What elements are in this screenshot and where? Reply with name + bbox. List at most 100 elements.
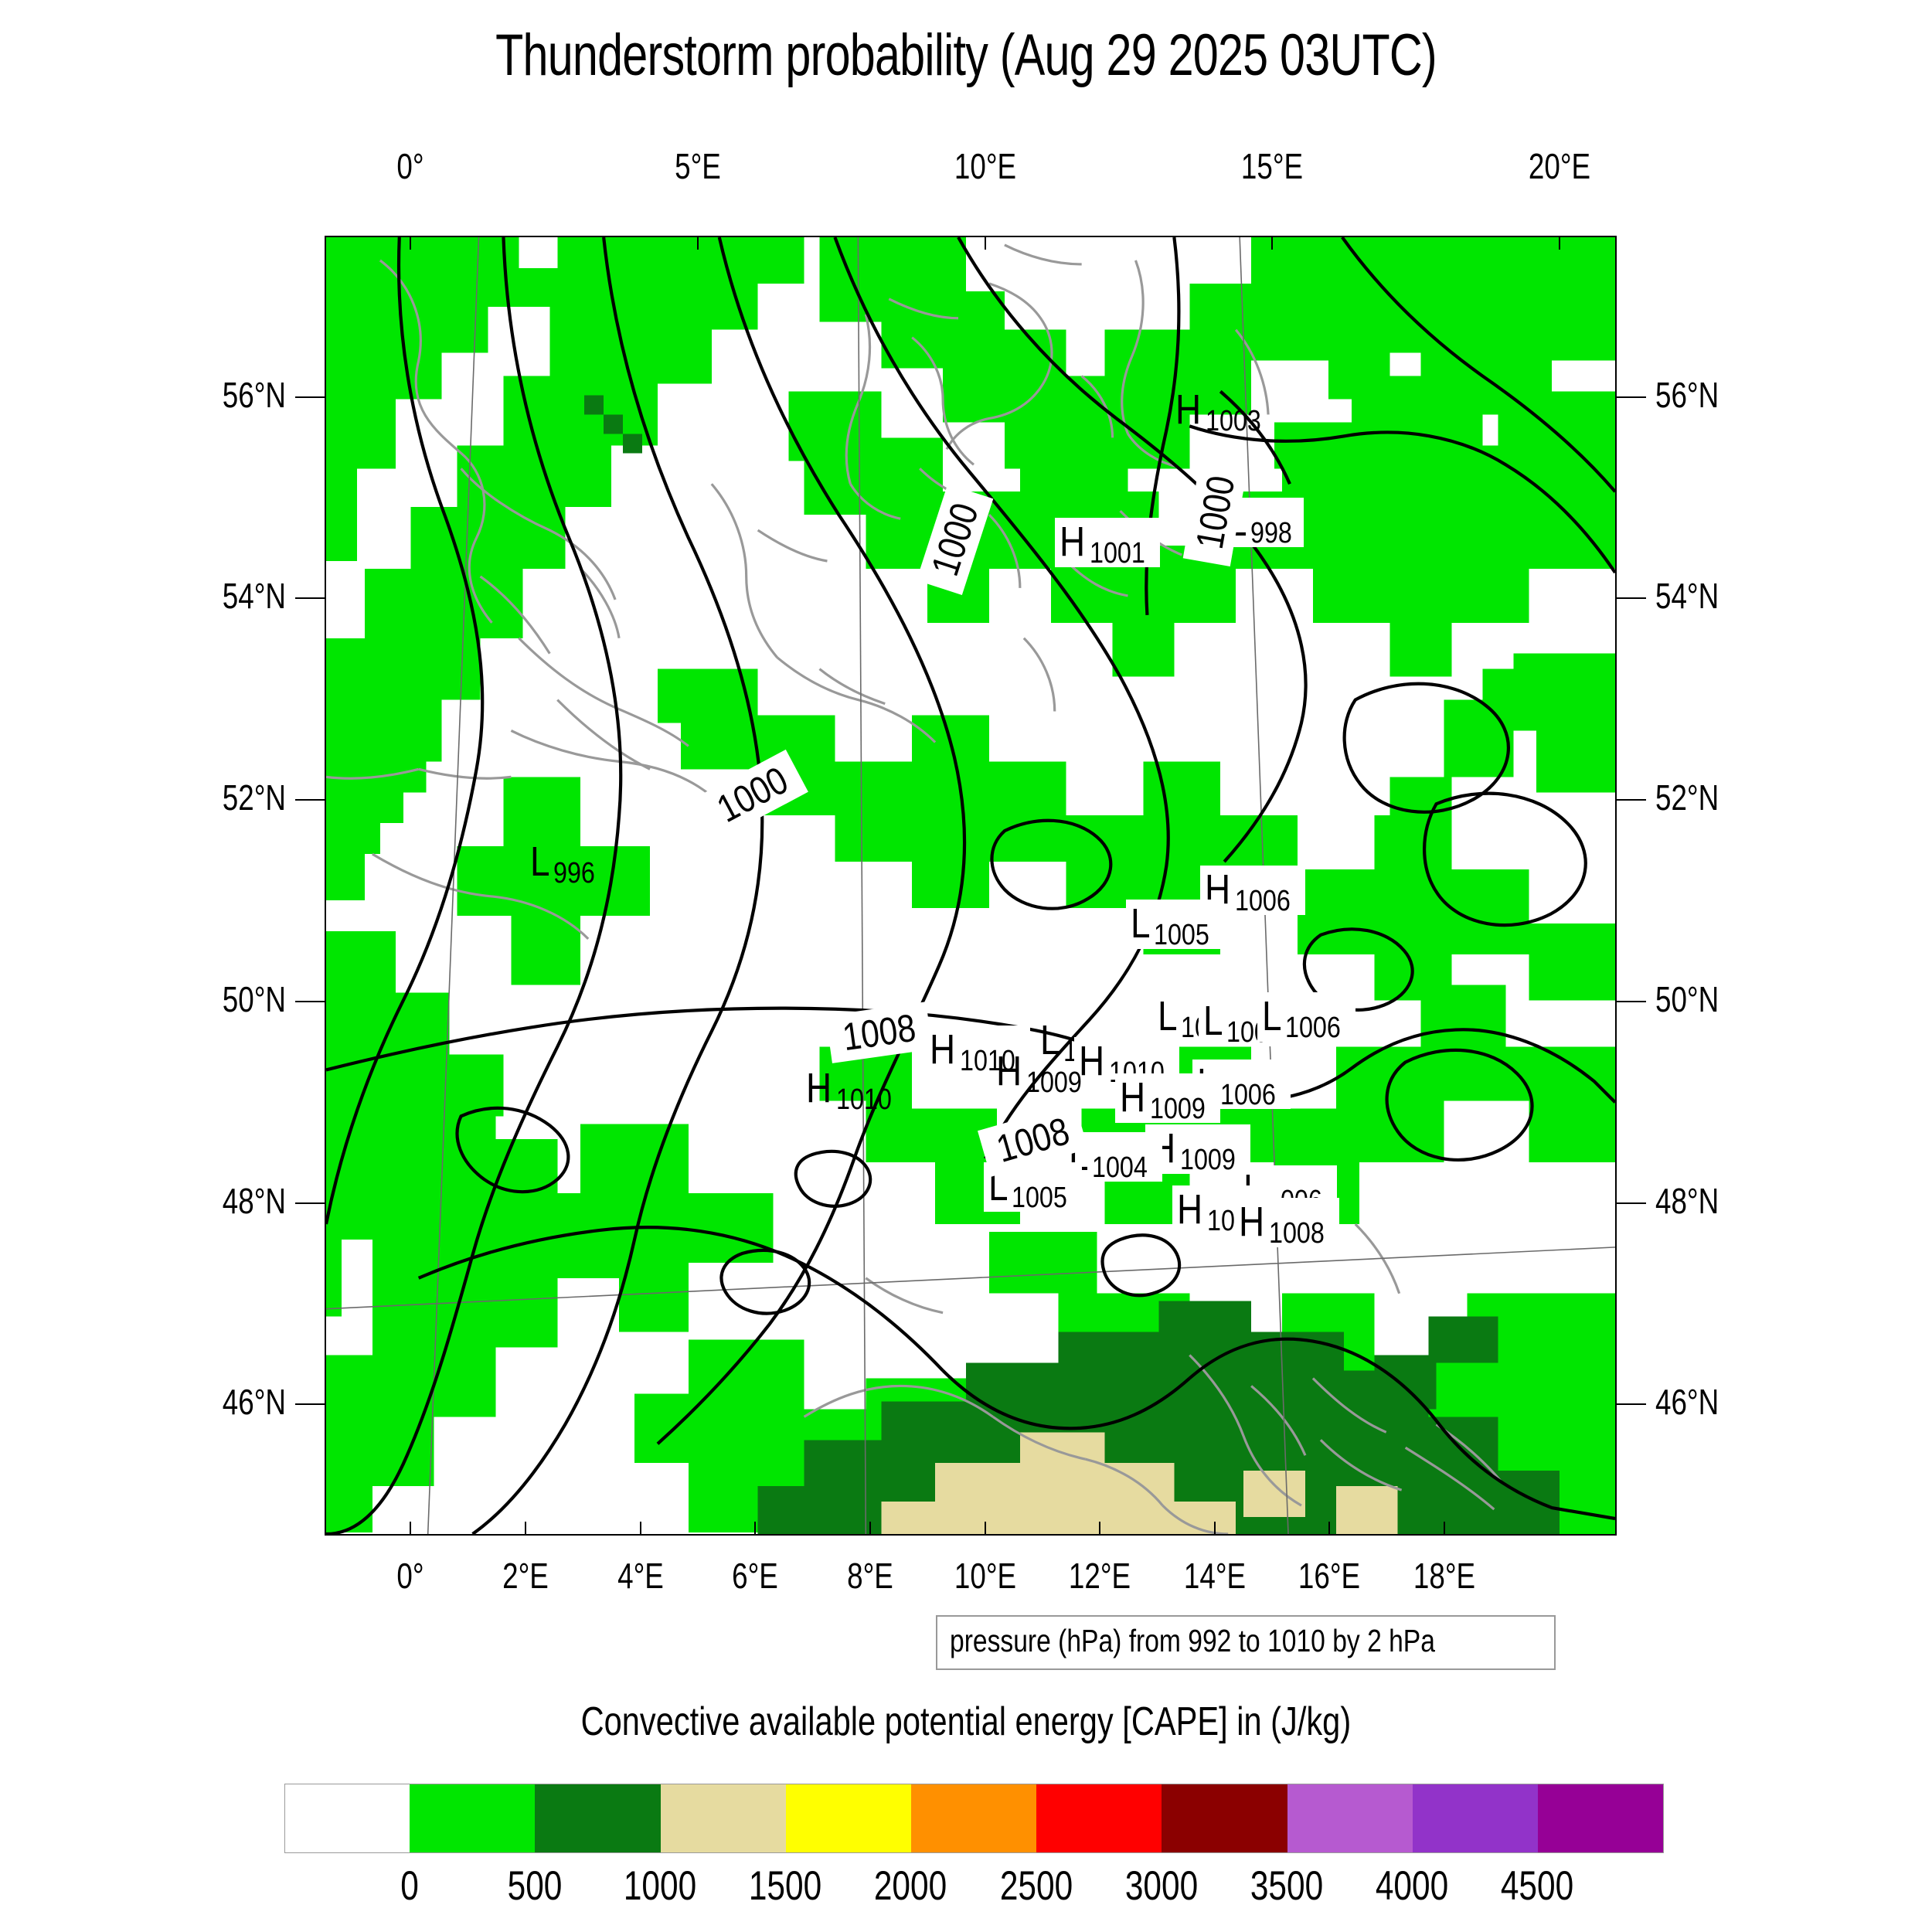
axis-tick-mark xyxy=(295,1000,325,1002)
pressure-center-letter: H xyxy=(1060,519,1086,565)
axis-tick-mark xyxy=(1444,1522,1446,1536)
axis-tick-mark xyxy=(754,1522,757,1536)
low-pressure-label: L 996 xyxy=(526,838,607,889)
pressure-center-letter: L xyxy=(1158,993,1178,1039)
axis-tick-mark xyxy=(984,1522,986,1536)
pressure-center-letter: H xyxy=(1177,1186,1203,1233)
colorbar-swatch[interactable] xyxy=(1036,1784,1162,1852)
axis-tick-mark xyxy=(1617,597,1646,600)
axis-tick-label: 18°E xyxy=(1413,1556,1476,1596)
axis-tick-mark xyxy=(1617,1000,1646,1002)
axis-tick-label: 48°N xyxy=(1655,1180,1719,1221)
colorbar-tick-label: 2000 xyxy=(874,1863,947,1909)
pressure-center-value: 1009 xyxy=(1180,1144,1236,1176)
pressure-center-letter: L xyxy=(1040,1017,1060,1063)
pressure-center-letter: L xyxy=(1203,998,1223,1044)
pressure-legend-box: pressure (hPa) from 992 to 1010 by 2 hPa xyxy=(936,1615,1556,1670)
map-canvas xyxy=(326,237,1615,1534)
axis-tick-mark xyxy=(869,1522,871,1536)
axis-tick-mark xyxy=(1617,1403,1646,1406)
pressure-center-value: 1006 xyxy=(1285,1012,1341,1044)
axis-tick-label: 4°E xyxy=(617,1556,664,1596)
axis-tick-label: 6°E xyxy=(732,1556,779,1596)
pressure-center-value: 1004 xyxy=(1092,1151,1148,1184)
axis-tick-mark xyxy=(295,597,325,600)
axis-tick-mark xyxy=(639,1522,641,1536)
colorbar-tick-label: 0 xyxy=(400,1863,419,1909)
pressure-center-value: 996 xyxy=(553,857,595,889)
colorbar-swatch[interactable] xyxy=(1412,1784,1538,1852)
colorbar-title: Convective available potential energy [C… xyxy=(0,1699,1932,1745)
page-title: Thunderstorm probability (Aug 29 2025 03… xyxy=(495,22,1437,88)
axis-tick-mark xyxy=(410,1522,412,1536)
high-pressure-label: H 1008 xyxy=(1234,1198,1339,1248)
pressure-center-value: 1009 xyxy=(1026,1066,1082,1099)
pressure-center-value: 1006 xyxy=(1235,885,1291,917)
axis-tick-label: 52°N xyxy=(1655,777,1719,818)
colorbar-swatch[interactable] xyxy=(410,1784,536,1852)
high-pressure-label: H 1010 xyxy=(801,1064,906,1114)
colorbar-tick-label: 2500 xyxy=(999,1863,1073,1909)
axis-tick-mark xyxy=(525,1522,527,1536)
axis-tick-label: 50°N xyxy=(1655,978,1719,1019)
axis-tick-label: 56°N xyxy=(1655,374,1719,415)
pressure-center-letter: H xyxy=(806,1065,832,1111)
colorbar-swatch[interactable] xyxy=(285,1784,410,1852)
colorbar-swatch[interactable] xyxy=(1162,1784,1287,1852)
colorbar-tick-label: 500 xyxy=(507,1863,563,1909)
pressure-center-letter: H xyxy=(930,1026,956,1073)
axis-tick-label: 12°E xyxy=(1069,1556,1131,1596)
colorbar-title-text: Convective available potential energy [C… xyxy=(580,1699,1352,1744)
axis-tick-mark xyxy=(1099,1522,1101,1536)
axis-tick-label: 50°N xyxy=(222,978,286,1019)
pressure-center-value: 1006 xyxy=(1220,1079,1276,1111)
pressure-center-letter: L xyxy=(1131,900,1151,947)
pressure-center-letter: L xyxy=(1262,993,1282,1039)
axis-tick-mark xyxy=(295,799,325,801)
pressure-legend-text: pressure (hPa) from 992 to 1010 by 2 hPa xyxy=(950,1623,1435,1658)
axis-tick-label: 5°E xyxy=(675,146,721,186)
colorbar-tick-label: 4000 xyxy=(1375,1863,1448,1909)
pressure-center-letter: H xyxy=(1239,1199,1265,1245)
axis-tick-label: 52°N xyxy=(222,777,286,818)
axis-tick-mark xyxy=(295,1403,325,1406)
colorbar-tick-label: 3500 xyxy=(1250,1863,1323,1909)
axis-tick-mark xyxy=(697,236,699,250)
axis-tick-label: 46°N xyxy=(1655,1382,1719,1423)
pressure-center-value: 1010 xyxy=(960,1045,1015,1077)
axis-tick-mark xyxy=(1558,236,1560,250)
axis-tick-mark xyxy=(1617,1202,1646,1204)
pressure-center-value: 1001 xyxy=(1090,537,1145,570)
colorbar-swatch[interactable] xyxy=(535,1784,661,1852)
pressure-center-letter: H xyxy=(996,1048,1022,1094)
axis-tick-label: 15°E xyxy=(1241,146,1304,186)
isobar-label-text: 1000 xyxy=(1187,472,1243,553)
pressure-center-letter: H xyxy=(1120,1074,1146,1121)
pressure-center-letter: L xyxy=(530,838,550,885)
axis-tick-mark xyxy=(1328,1522,1331,1536)
axis-tick-label: 2°E xyxy=(502,1556,549,1596)
colorbar-swatch[interactable] xyxy=(910,1784,1037,1852)
isobar-label-text: 1008 xyxy=(839,1005,919,1060)
pressure-center-value: 998 xyxy=(1250,517,1292,549)
colorbar-swatch[interactable] xyxy=(1537,1784,1664,1852)
colorbar-tick-label: 4500 xyxy=(1500,1863,1574,1909)
map-plot[interactable]: H1003H1001L998L996H1006L1005L1005L1007L1… xyxy=(325,236,1617,1536)
cape-colorbar[interactable] xyxy=(284,1784,1664,1853)
pressure-center-letter: H xyxy=(1175,386,1202,433)
pressure-center-letter: H xyxy=(1079,1038,1105,1084)
axis-tick-label: 54°N xyxy=(1655,576,1719,617)
axis-tick-mark xyxy=(295,1202,325,1204)
axis-tick-label: 48°N xyxy=(222,1180,286,1221)
high-pressure-label: H 1001 xyxy=(1055,518,1160,570)
colorbar-tick-label: 1000 xyxy=(624,1863,697,1909)
colorbar-tick-labels: 0 500 1000 1500 2000 2500 3000 3500 4000 4500 xyxy=(284,1862,1662,1917)
colorbar-swatch[interactable] xyxy=(1287,1784,1413,1852)
colorbar-swatch[interactable] xyxy=(785,1784,911,1852)
colorbar-swatch[interactable] xyxy=(660,1784,786,1852)
high-pressure-label: H 1003 xyxy=(1171,386,1276,436)
